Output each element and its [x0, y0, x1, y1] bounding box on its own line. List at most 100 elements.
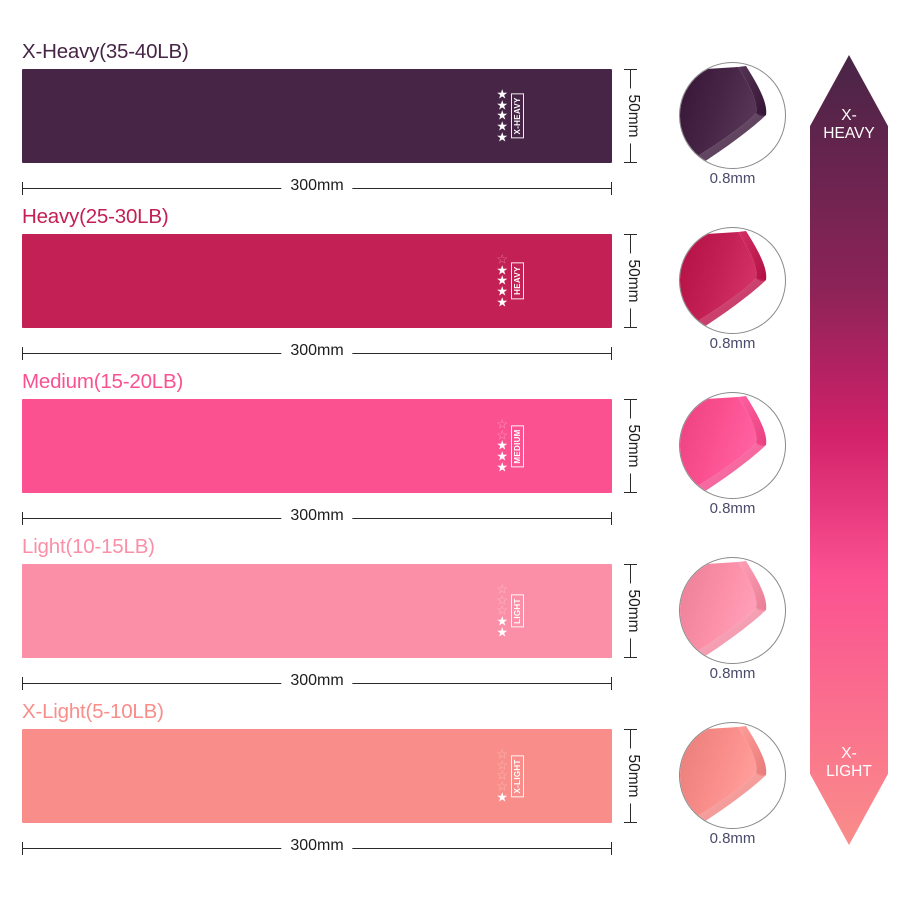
band-fold-illustration [680, 396, 767, 497]
dimension-end-cap [611, 677, 612, 690]
bands-column: X-Heavy(35-40LB) ★ ★ ★ ★ ★ X-HEAVY 300mm 50mm Hea… [0, 40, 660, 865]
dimension-end-cap [611, 512, 612, 525]
dimension-end-cap [611, 347, 612, 360]
scale-arrow-bottom-label-line1: X- [841, 745, 857, 763]
band-star-rating: ★ ★ ★ ★ ☆ [496, 251, 508, 309]
dimension-end-cap [624, 399, 637, 400]
star-filled-icon: ★ [496, 458, 508, 474]
band-color-fill [22, 234, 612, 328]
star-filled-icon: ★ [496, 448, 508, 464]
fold-edge-face [738, 231, 767, 282]
dimension-end-cap [624, 162, 637, 163]
band-swatch: ★ ☆ ☆ ☆ ☆ X-LIGHT [22, 729, 612, 823]
star-filled-icon: ★ [496, 437, 508, 453]
dimension-end-cap [22, 677, 23, 690]
band-width-label: 300mm [281, 672, 353, 690]
dimension-end-cap [624, 69, 637, 70]
band-height-dimension: 50mm [622, 564, 652, 658]
band-group: Light(10-15LB) ★ ★ ☆ ☆ ☆ LIGHT 300mm 50mm [0, 535, 660, 700]
dimension-end-cap [624, 327, 637, 328]
scale-arrow-bottom-label-line2: LIGHT [826, 763, 872, 781]
star-filled-icon: ★ [496, 623, 508, 639]
fold-lower-face [686, 608, 766, 662]
star-filled-icon: ★ [496, 788, 508, 804]
thickness-detail: 0.8mm [665, 386, 800, 551]
thickness-label: 0.8mm [709, 500, 756, 517]
band-level-badge-label: HEAVY [513, 266, 522, 296]
dimension-end-cap [624, 234, 637, 235]
star-filled-icon: ★ [496, 128, 508, 144]
band-width-label: 300mm [281, 837, 353, 855]
fold-lower-face [686, 278, 766, 332]
band-width-label: 300mm [281, 507, 353, 525]
scale-arrow-gradient [810, 55, 888, 845]
star-empty-icon: ☆ [496, 581, 508, 597]
band-group: X-Light(5-10LB) ★ ☆ ☆ ☆ ☆ X-LIGHT 300mm 50mm [0, 700, 660, 865]
fold-edge-face [738, 396, 767, 447]
band-height-label: 50mm [624, 748, 642, 804]
band-fold-illustration [680, 726, 767, 827]
thickness-magnifier-circle [679, 62, 786, 169]
band-level-badge-label: X-HEAVY [513, 97, 522, 135]
band-star-rating: ★ ★ ★ ☆ ☆ [496, 416, 508, 474]
scale-arrow-top-label-line1: X- [841, 107, 857, 124]
fold-upper-face [680, 67, 757, 163]
thickness-column: 0.8mm 0.8mm 0.8mm 0.8mm 0.8mm [665, 0, 800, 900]
band-title: Medium(15-20LB) [22, 370, 184, 393]
band-color-fill [22, 399, 612, 493]
band-group: Medium(15-20LB) ★ ★ ★ ☆ ☆ MEDIUM 300mm 50mm [0, 370, 660, 535]
band-width-dimension: 300mm [22, 831, 612, 857]
fold-edge-face [738, 726, 767, 777]
dimension-end-cap [22, 842, 23, 855]
dimension-end-cap [624, 492, 637, 493]
band-title: Heavy(25-30LB) [22, 205, 169, 228]
star-empty-icon: ☆ [496, 746, 508, 762]
band-title: X-Heavy(35-40LB) [22, 40, 189, 63]
band-level-badge: MEDIUM [511, 424, 524, 468]
band-height-label: 50mm [624, 418, 642, 474]
thickness-label: 0.8mm [709, 170, 756, 187]
band-width-dimension: 300mm [22, 501, 612, 527]
dimension-end-cap [22, 347, 23, 360]
band-level-badge: X-HEAVY [511, 93, 524, 139]
band-print-mark: ★ ★ ★ ★ ★ X-HEAVY [496, 86, 524, 144]
star-filled-icon: ★ [496, 86, 508, 102]
band-title: X-Light(5-10LB) [22, 700, 164, 723]
thickness-detail: 0.8mm [665, 551, 800, 716]
star-empty-icon: ☆ [496, 757, 508, 773]
thickness-detail: 0.8mm [665, 56, 800, 221]
star-filled-icon: ★ [496, 293, 508, 309]
band-width-dimension: 300mm [22, 336, 612, 362]
band-swatch: ★ ★ ★ ★ ☆ HEAVY [22, 234, 612, 328]
star-empty-icon: ☆ [496, 416, 508, 432]
star-empty-icon: ☆ [496, 602, 508, 618]
star-empty-icon: ☆ [496, 251, 508, 267]
fold-lower-face [686, 443, 766, 497]
star-filled-icon: ★ [496, 97, 508, 113]
star-filled-icon: ★ [496, 262, 508, 278]
band-level-badge-label: LIGHT [513, 598, 522, 624]
dimension-end-cap [624, 822, 637, 823]
star-filled-icon: ★ [496, 107, 508, 123]
band-height-label: 50mm [624, 253, 642, 309]
star-filled-icon: ★ [496, 613, 508, 629]
dimension-end-cap [22, 512, 23, 525]
band-level-badge: X-LIGHT [511, 754, 524, 798]
star-filled-icon: ★ [496, 272, 508, 288]
dimension-end-cap [624, 564, 637, 565]
band-fold-illustration [680, 66, 767, 167]
thickness-label: 0.8mm [709, 830, 756, 847]
fold-lower-face [686, 773, 766, 827]
star-filled-icon: ★ [496, 283, 508, 299]
thickness-magnifier-circle [679, 392, 786, 499]
resistance-scale-arrow: X- HEAVY X- LIGHT [810, 55, 888, 845]
band-level-badge: LIGHT [511, 594, 524, 628]
band-height-label: 50mm [624, 583, 642, 639]
thickness-magnifier-circle [679, 722, 786, 829]
fold-lower-face [686, 113, 766, 167]
band-print-mark: ★ ★ ☆ ☆ ☆ LIGHT [496, 581, 524, 639]
band-width-dimension: 300mm [22, 171, 612, 197]
star-empty-icon: ☆ [496, 592, 508, 608]
fold-edge-face [738, 66, 767, 117]
star-empty-icon: ☆ [496, 767, 508, 783]
